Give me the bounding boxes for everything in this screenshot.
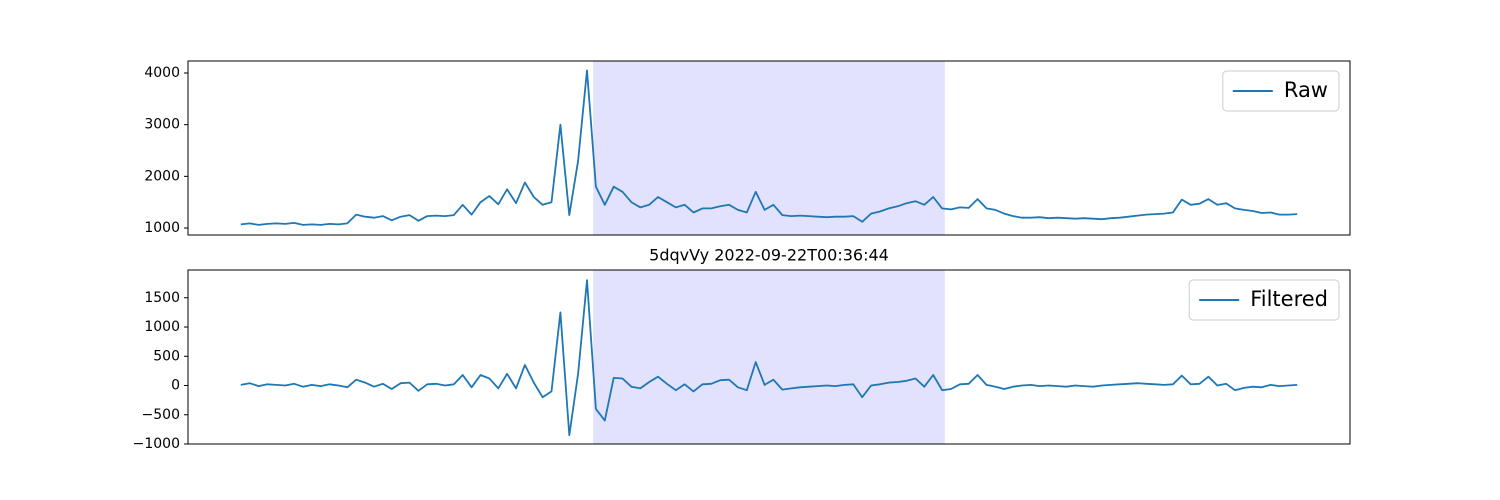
y-tick-label: 4000 [144,65,180,81]
y-tick-label: 3000 [144,117,180,133]
y-tick-label: 1000 [144,319,180,335]
data-line [240,69,1298,226]
legend-box [1222,70,1340,112]
y-tick-label: −1000 [133,436,180,452]
axes-frame [187,60,1351,236]
legend: Raw [1222,70,1340,112]
highlight-span [593,61,945,235]
y-tick-label: 2000 [144,168,180,184]
highlight-span [593,270,945,444]
chart-title: 5dqvVy 2022-09-22T00:36:44 [649,246,889,265]
y-tick-label: 1500 [144,290,180,306]
y-tick-label: −500 [142,407,180,423]
legend-box [1188,279,1340,321]
y-tick-label: 0 [171,378,180,394]
y-tick-label: 1000 [144,220,180,236]
axes-frame [187,269,1351,445]
y-tick-label: 500 [153,348,180,364]
legend-label: Filtered [1250,287,1328,311]
data-line [240,279,1298,437]
legend: Filtered [1188,279,1340,321]
legend-label: Raw [1284,78,1328,102]
